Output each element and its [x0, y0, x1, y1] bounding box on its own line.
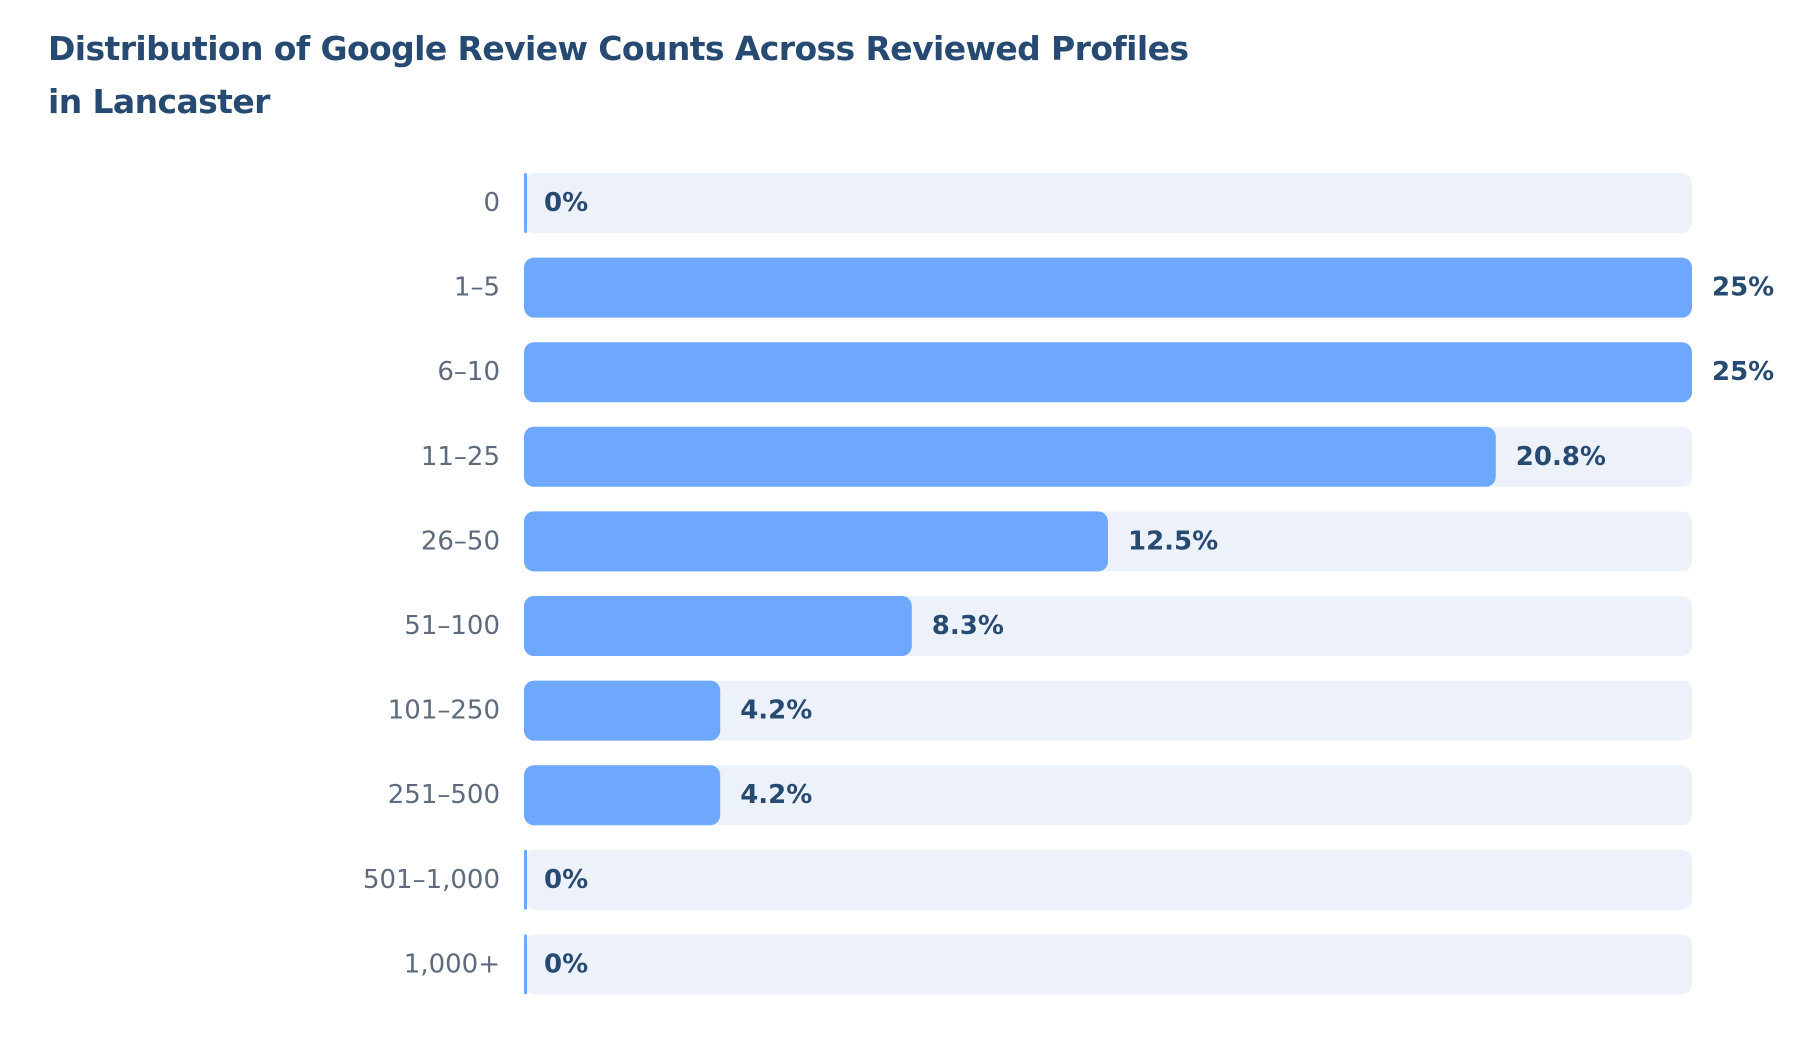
- bar-row: 11–25 20.8%: [421, 426, 1692, 487]
- value-label: 20.8%: [1516, 442, 1606, 472]
- value-label: 25%: [1712, 273, 1774, 303]
- bar-track: [524, 680, 1692, 741]
- bar-row: 6–10 25%: [437, 342, 1774, 403]
- bar-row: 1,000+ 0%: [404, 934, 1692, 995]
- chart-title-line-2: in Lancaster: [48, 82, 270, 121]
- bar-row: 0 0%: [483, 173, 1692, 233]
- category-label: 1–5: [454, 273, 500, 303]
- bar-row: 251–500 4.2%: [388, 765, 1692, 826]
- bar: [524, 511, 1108, 572]
- bar: [524, 596, 912, 656]
- bar-row: 1–5 25%: [454, 257, 1774, 318]
- category-label: 101–250: [388, 696, 500, 726]
- chart-title: Distribution of Google Review Counts Acr…: [48, 22, 1348, 128]
- bar: [524, 173, 527, 233]
- bar: [524, 426, 1496, 487]
- bar: [524, 849, 527, 910]
- bar-track: [524, 934, 1692, 995]
- value-label: 8.3%: [932, 611, 1004, 641]
- value-label: 12.5%: [1128, 526, 1218, 556]
- value-label: 25%: [1712, 357, 1774, 387]
- value-label: 4.2%: [740, 696, 812, 726]
- value-label: 0%: [544, 188, 588, 218]
- chart-title-line-1: Distribution of Google Review Counts Acr…: [48, 29, 1189, 68]
- category-label: 26–50: [421, 526, 500, 556]
- value-label: 4.2%: [740, 780, 812, 810]
- bar-row: 101–250 4.2%: [388, 680, 1692, 741]
- category-label: 501–1,000: [363, 865, 500, 895]
- bar: [524, 934, 527, 995]
- category-label: 11–25: [421, 442, 500, 472]
- bar-track: [524, 765, 1692, 826]
- bar: [524, 765, 721, 826]
- category-label: 251–500: [388, 780, 500, 810]
- bar-row: 51–100 8.3%: [404, 596, 1692, 656]
- bar-track: [524, 173, 1692, 233]
- bar-row: 501–1,000 0%: [363, 849, 1692, 910]
- category-label: 6–10: [437, 357, 500, 387]
- category-label: 51–100: [404, 611, 500, 641]
- bar-track: [524, 849, 1692, 910]
- bar: [524, 342, 1692, 403]
- bar: [524, 257, 1692, 318]
- bar-row: 26–50 12.5%: [421, 511, 1692, 572]
- value-label: 0%: [544, 949, 588, 979]
- category-label: 0: [483, 188, 500, 218]
- category-label: 1,000+: [404, 949, 500, 979]
- bar: [524, 680, 721, 741]
- value-label: 0%: [544, 865, 588, 895]
